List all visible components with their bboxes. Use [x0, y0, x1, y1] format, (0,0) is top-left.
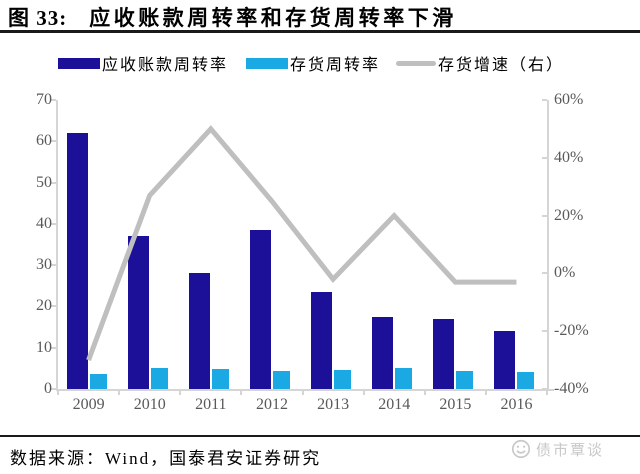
inventory-turnover-bar	[395, 368, 413, 389]
right-axis-tick-label: 20%	[554, 206, 584, 224]
legend-item-ar-turnover: 应收账款周转率	[58, 54, 229, 74]
y-axis-tick	[51, 99, 56, 101]
y-axis-tick	[51, 305, 56, 308]
ar-turnover-bar	[433, 318, 455, 389]
category-tick	[362, 389, 365, 395]
right-axis-tick-label: -20%	[554, 322, 589, 340]
right-axis-line	[547, 100, 549, 391]
navy-bar-swatch-icon	[58, 57, 100, 69]
right-axis-tick	[542, 388, 547, 390]
inventory-turnover-bar	[150, 367, 168, 389]
legend-label: 存货增速（右）	[438, 57, 565, 74]
y-axis-tick	[51, 264, 56, 267]
ar-turnover-bar	[188, 273, 210, 389]
cyan-bar-swatch-icon	[246, 57, 288, 69]
y-axis-tick-label: 60	[36, 132, 52, 150]
category-tick	[57, 389, 59, 395]
inventory-turnover-bar	[334, 370, 352, 389]
x-axis-label: 2012	[255, 396, 288, 413]
title-divider	[0, 30, 640, 33]
x-axis-label: 2016	[500, 396, 533, 413]
watermark-text: 债市覃谈	[536, 442, 605, 459]
figure-title: 图 33: 应收账款周转率和存货周转率下滑	[8, 2, 457, 32]
y-axis-tick-label: 30	[36, 256, 52, 274]
x-axis-label: 2010	[133, 396, 166, 413]
y-axis-tick-label: 20	[36, 297, 52, 315]
ar-turnover-bar	[372, 316, 394, 389]
category-tick	[179, 389, 182, 395]
watermark: 债市覃谈	[510, 438, 604, 460]
right-axis-tick	[542, 156, 547, 159]
right-axis-tick-label: 0%	[554, 264, 576, 282]
right-axis-tick	[542, 99, 547, 101]
x-axis-line	[56, 389, 554, 391]
right-axis-tick-label: 60%	[554, 91, 584, 108]
y-axis-tick	[51, 222, 56, 225]
smiley-face-icon	[511, 439, 531, 459]
data-source: 数据来源：Wind，国泰君安证券研究	[10, 449, 322, 468]
x-axis-label: 2011	[195, 396, 227, 413]
inventory-turnover-bar	[89, 373, 107, 389]
y-axis-tick-label: 50	[36, 173, 52, 191]
y-axis-tick	[51, 140, 56, 143]
inventory-turnover-bar	[517, 371, 535, 389]
ar-turnover-bar	[494, 331, 516, 389]
legend-item-inventory-growth: 存货增速（右）	[396, 54, 565, 74]
category-tick	[423, 389, 426, 395]
footer-divider	[0, 435, 640, 437]
legend-item-inventory-turnover: 存货周转率	[246, 54, 381, 74]
y-axis-tick-label: 0	[44, 380, 52, 397]
x-axis-label: 2015	[439, 396, 472, 413]
inventory-turnover-bar	[211, 368, 229, 389]
x-axis-label: 2013	[317, 396, 350, 413]
figure-number: 图 33:	[8, 6, 68, 30]
ar-turnover-bar	[66, 133, 88, 389]
right-axis-tick-label: 40%	[554, 148, 584, 166]
category-tick	[301, 389, 304, 395]
category-tick	[240, 389, 243, 395]
right-axis-tick	[542, 330, 547, 333]
ar-turnover-bar	[249, 230, 271, 389]
y-axis-tick-label: 10	[36, 338, 52, 356]
gray-line-swatch-icon	[396, 60, 436, 66]
category-tick	[546, 389, 548, 395]
category-tick	[484, 389, 487, 395]
ar-turnover-bar	[311, 291, 333, 389]
left-axis-line	[56, 100, 58, 391]
ar-turnover-bar	[127, 236, 149, 389]
y-axis-tick	[51, 388, 56, 390]
x-axis-label: 2014	[378, 396, 411, 413]
category-tick	[118, 389, 121, 395]
inventory-turnover-bar	[456, 370, 474, 389]
y-axis-tick	[51, 346, 56, 349]
right-axis-tick-label: -40%	[554, 380, 589, 397]
legend-label: 应收账款周转率	[102, 57, 229, 74]
y-axis-tick-label: 40	[36, 214, 52, 232]
page-title: 应收账款周转率和存货周转率下滑	[89, 6, 457, 30]
right-axis-tick	[542, 214, 547, 217]
y-axis-tick-label: 70	[36, 91, 52, 108]
inventory-turnover-bar	[272, 370, 290, 389]
x-axis-label: 2009	[72, 396, 105, 413]
right-axis-tick	[542, 272, 547, 275]
y-axis-tick	[51, 181, 56, 184]
legend-label: 存货周转率	[290, 57, 381, 74]
